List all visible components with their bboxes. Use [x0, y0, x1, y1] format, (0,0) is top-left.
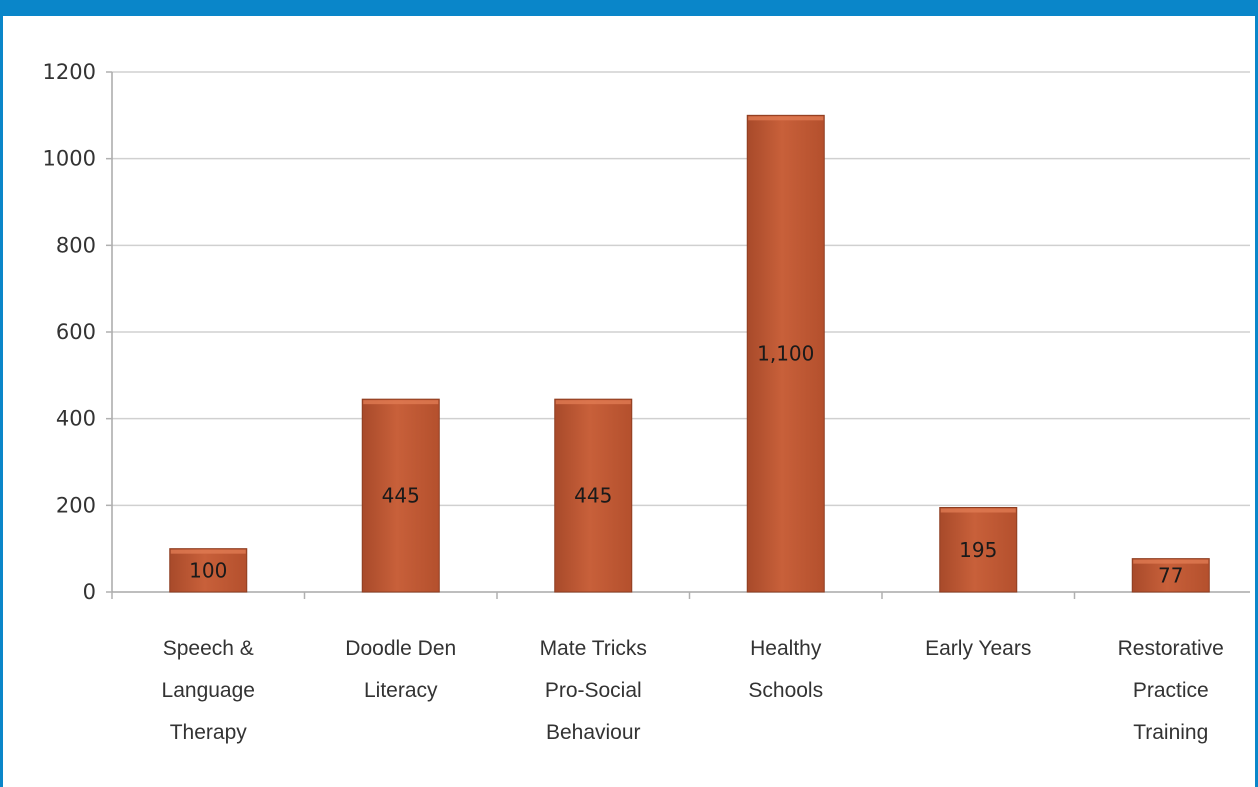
bar — [1131, 558, 1210, 593]
bar-highlight — [363, 400, 439, 405]
x-tick-label: Literacy — [364, 679, 438, 702]
y-tick-label: 800 — [56, 233, 96, 257]
bar — [746, 114, 825, 593]
x-tick-label: Language — [162, 679, 255, 702]
y-tick-label: 0 — [83, 580, 96, 604]
bars — [169, 114, 1210, 593]
y-axis-ticks: 0 200 400 600 800 1000 1200 — [43, 60, 112, 604]
x-tick-label: Early Years — [925, 637, 1031, 660]
bar — [554, 398, 633, 593]
data-label: 445 — [382, 484, 420, 508]
x-tick-label: Speech & — [163, 637, 254, 660]
x-tick-label: Training — [1133, 721, 1208, 744]
y-tick-label: 1200 — [43, 60, 96, 84]
x-tick-label: Healthy — [750, 637, 822, 660]
data-label: 195 — [959, 538, 997, 562]
data-label: 77 — [1158, 563, 1183, 587]
data-label: 445 — [574, 484, 612, 508]
bar-highlight — [1133, 559, 1209, 564]
x-tick-label: Mate Tricks — [540, 637, 647, 660]
x-tick-label: Therapy — [170, 721, 248, 744]
x-tick-label: Practice — [1133, 679, 1209, 702]
gridlines — [112, 71, 1250, 507]
bar — [361, 398, 440, 593]
x-tick-label: Doodle Den — [345, 637, 456, 660]
bar — [939, 507, 1018, 593]
x-axis-ticks: Speech & Language Therapy Doodle Den Literac… — [111, 592, 1224, 744]
bar-highlight — [748, 116, 824, 121]
y-tick-label: 600 — [56, 320, 96, 344]
y-tick-label: 1000 — [43, 147, 96, 171]
bar — [169, 548, 248, 593]
x-tick-label: Schools — [748, 679, 823, 702]
y-tick-label: 400 — [56, 407, 96, 431]
title-bar — [0, 0, 1258, 16]
y-tick-label: 200 — [56, 493, 96, 517]
data-label: 100 — [189, 558, 227, 582]
bar-highlight — [555, 400, 631, 405]
frame-left-border — [0, 16, 3, 787]
x-tick-label: Restorative — [1118, 637, 1224, 660]
frame-right-border — [1255, 16, 1258, 787]
x-tick-label: Behaviour — [546, 721, 641, 744]
bar-highlight — [170, 549, 246, 554]
bar-highlight — [940, 508, 1016, 513]
x-tick-label: Pro-Social — [545, 679, 642, 702]
data-labels: 100 445 445 1,100 195 77 — [189, 342, 1183, 588]
data-label: 1,100 — [757, 342, 814, 366]
